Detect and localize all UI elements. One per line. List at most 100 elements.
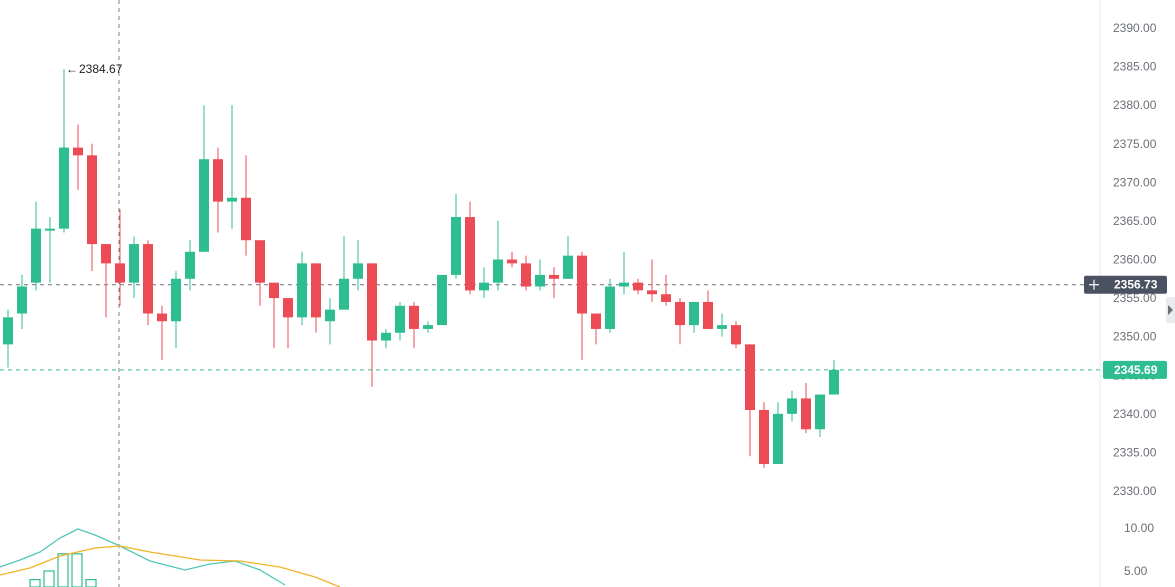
candle-body	[563, 255, 573, 279]
left-arrow-icon: ←	[66, 62, 78, 76]
candle-body	[521, 263, 531, 287]
candle-body	[493, 259, 503, 283]
candle-body	[213, 159, 223, 202]
volume-ma-fast-line	[0, 528, 286, 586]
candle	[507, 251, 517, 268]
candle	[381, 328, 391, 349]
candle-body	[605, 286, 615, 329]
candle	[87, 143, 97, 272]
candle-body	[297, 263, 307, 318]
candle-body	[269, 282, 279, 299]
crosshair-price-tag: 2356.73	[1084, 275, 1167, 294]
candle-body	[633, 282, 643, 291]
candle-body	[619, 282, 629, 287]
candle	[185, 240, 195, 291]
candle	[353, 240, 363, 291]
annotations: ← 2384.67 2356.73 2345.69	[66, 62, 1175, 379]
candle	[311, 263, 321, 333]
candle-body	[773, 413, 783, 464]
candle-body	[759, 409, 769, 464]
candle	[283, 298, 293, 349]
candle	[437, 274, 447, 326]
candle-body	[717, 325, 727, 329]
candle-body	[479, 282, 489, 291]
candle	[689, 301, 699, 333]
candle	[395, 301, 405, 341]
candle-body	[59, 147, 69, 229]
candle-body	[577, 255, 587, 314]
candle	[605, 278, 615, 333]
moving-average-lines	[0, 528, 341, 587]
candle-body	[101, 244, 111, 264]
volume-bar	[85, 578, 97, 587]
candle	[703, 290, 713, 329]
volume-bar	[29, 578, 41, 587]
candle	[199, 105, 209, 252]
candle	[731, 321, 741, 349]
candle-body	[283, 298, 293, 318]
candle-body	[507, 259, 517, 264]
candle	[745, 344, 755, 457]
candle-body	[311, 263, 321, 318]
candle-body	[87, 155, 97, 245]
volume-bar	[71, 553, 83, 587]
price-axis: 2390.00 2385.00 2380.00 2375.00 2370.00 2365.…	[1099, 0, 1157, 587]
candle	[563, 236, 573, 279]
price-tick-label: 2370.00	[1113, 175, 1157, 189]
candle-body	[115, 263, 125, 283]
candle-body	[171, 278, 181, 322]
price-tick-label: 2335.00	[1113, 445, 1157, 459]
price-tick-label: 2375.00	[1113, 137, 1157, 151]
candle-body	[255, 240, 265, 283]
candle	[31, 201, 41, 291]
candle-body	[339, 278, 349, 310]
candle-body	[129, 244, 139, 283]
candle-body	[45, 228, 55, 231]
candle-body	[409, 305, 419, 329]
candles	[3, 69, 839, 468]
candle-body	[661, 294, 671, 302]
candle	[129, 236, 139, 299]
candle	[801, 382, 811, 434]
scroll-handle[interactable]	[1166, 297, 1175, 323]
high-annotation: ← 2384.67	[66, 62, 123, 76]
candle	[227, 105, 237, 229]
candle	[633, 278, 643, 295]
chevron-right-icon	[1168, 305, 1173, 315]
candle-body	[647, 290, 657, 295]
candle	[367, 263, 377, 387]
volume-tick-label: 10.00	[1124, 521, 1154, 535]
candle	[73, 124, 83, 191]
price-tick-label: 2365.00	[1113, 214, 1157, 228]
price-tick-label: 2360.00	[1113, 253, 1157, 267]
last-price-tag-background	[1103, 360, 1167, 379]
candle-body	[675, 301, 685, 326]
candle-body	[465, 217, 475, 291]
guide-lines	[0, 0, 1100, 587]
candle-body	[17, 286, 27, 314]
candle-body	[395, 305, 405, 333]
candle	[661, 274, 671, 306]
candle-body	[31, 228, 41, 283]
price-tick-label: 2390.00	[1113, 21, 1157, 35]
candle-body	[451, 217, 461, 275]
candle-body	[689, 301, 699, 326]
candle	[3, 309, 13, 368]
price-tick-label: 2385.00	[1113, 60, 1157, 74]
candle	[577, 251, 587, 360]
candle-body	[353, 263, 363, 279]
candle	[45, 217, 55, 283]
price-tick-label: 2355.00	[1113, 291, 1157, 305]
candle	[549, 267, 559, 299]
candle	[675, 298, 685, 345]
candle-body	[325, 309, 335, 322]
high-price-label: 2384.67	[79, 62, 123, 76]
candle-body	[703, 301, 713, 329]
candle	[815, 394, 825, 437]
volume-bars	[29, 553, 97, 587]
candle-body	[787, 398, 797, 414]
candle	[101, 244, 111, 318]
candle	[493, 220, 503, 291]
candle	[829, 359, 839, 395]
